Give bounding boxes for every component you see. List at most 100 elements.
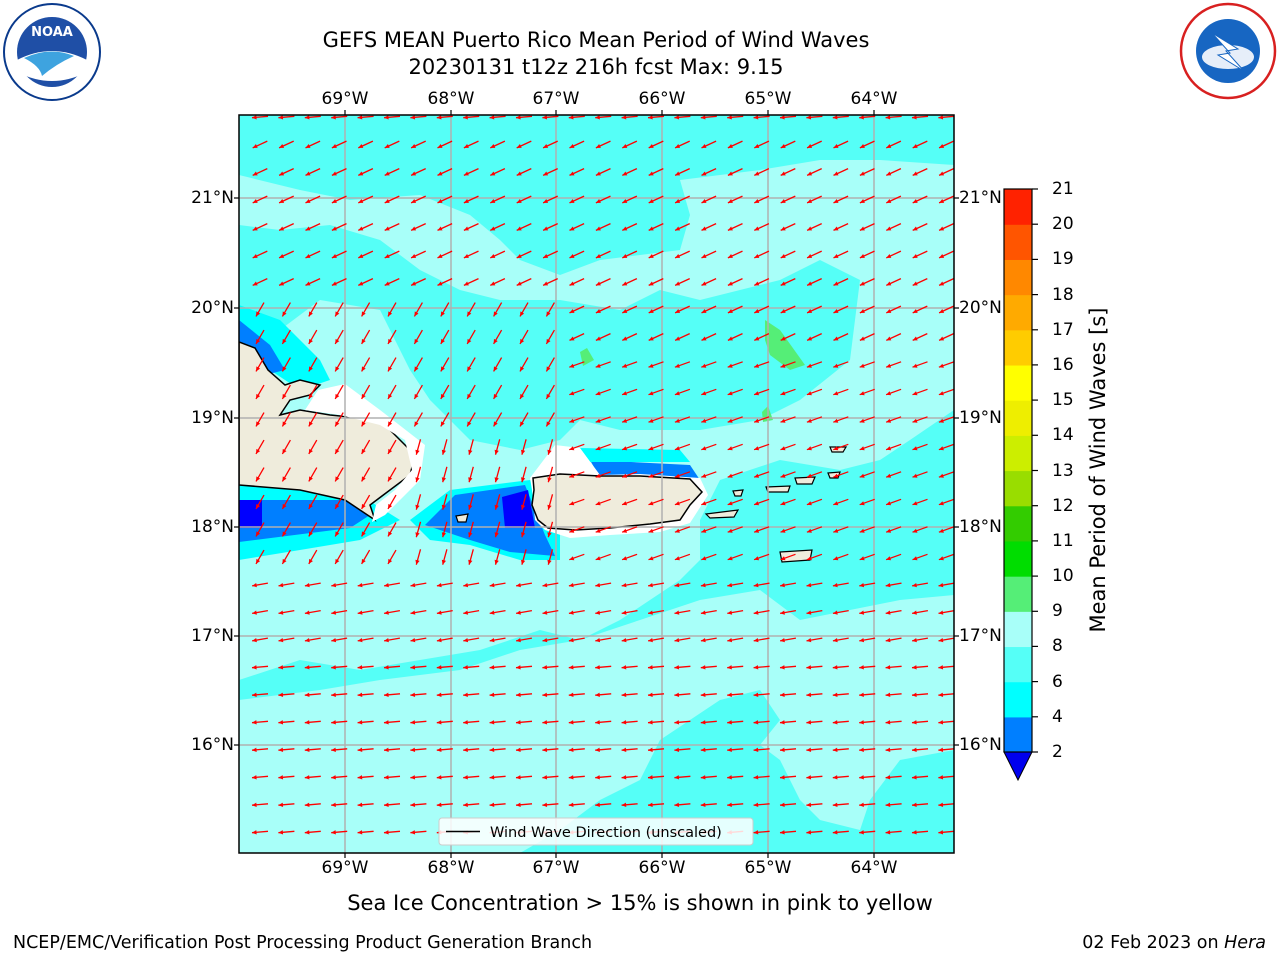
- wind-arrow-head: [859, 501, 865, 506]
- wind-arrow-head: [357, 720, 363, 725]
- wind-arrow-head: [886, 363, 892, 368]
- wind-arrow-head: [493, 311, 498, 317]
- wind-arrow-head: [912, 171, 918, 176]
- wind-arrow-head: [437, 226, 443, 231]
- wind-arrow-head: [621, 610, 627, 615]
- wind-arrow-head: [806, 665, 812, 670]
- wind-arrow-head: [516, 720, 521, 725]
- wind-arrow-head: [886, 281, 892, 286]
- wind-arrow-head: [414, 311, 419, 317]
- wind-arrow-head: [780, 473, 786, 478]
- wind-arrow-head: [361, 503, 366, 509]
- wind-arrow-head: [938, 528, 944, 533]
- wind-arrow-head: [622, 528, 628, 533]
- wind-arrow-head: [358, 226, 364, 231]
- wind-arrow-head: [516, 610, 521, 615]
- wind-arrow-head: [595, 418, 601, 423]
- wind-arrow-head: [410, 802, 416, 807]
- wind-arrow-head: [384, 226, 390, 231]
- wind-arrow-head: [912, 446, 918, 451]
- wind-arrow-head: [912, 144, 918, 148]
- wind-arrow-head: [440, 311, 445, 317]
- wind-arrow-head: [886, 226, 892, 231]
- wind-arrow-head: [520, 311, 525, 317]
- wind-arrow-head: [912, 610, 917, 615]
- wind-arrow-head: [595, 309, 601, 313]
- wind-arrow-head: [521, 532, 526, 538]
- wind-arrow-head: [832, 692, 838, 697]
- colorbar-segment: [1004, 716, 1032, 753]
- wind-arrow-head: [700, 638, 706, 643]
- wind-arrow-head: [832, 830, 838, 835]
- wind-arrow-head: [411, 226, 417, 231]
- wind-arrow-head: [361, 311, 366, 317]
- wind-arrow-head: [357, 775, 363, 780]
- wind-arrow-head: [806, 363, 812, 368]
- wind-arrow-head: [493, 338, 498, 344]
- wind-arrow-head: [305, 171, 311, 176]
- wind-arrow-head: [621, 115, 627, 120]
- wind-arrow-head: [384, 720, 389, 725]
- wind-arrow-head: [938, 363, 944, 368]
- colorbar-tick-label: 17: [1052, 319, 1074, 340]
- wind-arrow-head: [569, 336, 575, 341]
- wind-arrow-head: [278, 747, 284, 752]
- wind-arrow-head: [806, 610, 812, 615]
- wind-arrow-head: [361, 448, 366, 454]
- wind-arrow-head: [516, 115, 521, 120]
- wind-arrow-head: [754, 363, 760, 368]
- lon-label-bottom: 64°W: [850, 858, 898, 878]
- wind-arrow-head: [648, 638, 653, 643]
- colorbar-segment: [1004, 400, 1032, 436]
- wind-arrow-head: [304, 692, 310, 697]
- wind-arrow-head: [727, 692, 732, 697]
- wind-arrow-head: [780, 528, 786, 533]
- wind-arrow-head: [436, 802, 442, 807]
- wind-arrow-head: [358, 281, 364, 286]
- wind-arrow-head: [256, 558, 261, 564]
- colorbar-tick-label: 15: [1052, 390, 1074, 411]
- wind-arrow-head: [568, 802, 574, 807]
- wind-arrow-head: [886, 391, 892, 396]
- wind-arrow-head: [256, 448, 261, 454]
- wind-arrow-head: [384, 199, 390, 203]
- wind-arrow-head: [648, 802, 653, 807]
- wind-arrow-head: [384, 802, 389, 807]
- wind-arrow-head: [700, 775, 706, 780]
- wind-arrow-head: [675, 144, 681, 148]
- colorbar-tick-label: 10: [1052, 566, 1074, 587]
- wind-arrow-head: [912, 226, 918, 231]
- map-canvas: [239, 115, 954, 853]
- wind-arrow-head: [516, 665, 521, 670]
- wind-arrow-head: [753, 638, 759, 643]
- wind-arrow-head: [780, 747, 785, 752]
- noaa-logo-text: NOAA: [31, 25, 73, 40]
- wind-arrow-head: [727, 638, 733, 643]
- wind-arrow-head: [833, 418, 839, 423]
- wind-arrow-head: [335, 421, 340, 427]
- wind-arrow-head: [832, 775, 838, 780]
- wind-arrow-head: [674, 692, 680, 697]
- wind-arrow-head: [411, 199, 417, 203]
- wind-arrow-head: [938, 418, 944, 423]
- wind-arrow-head: [256, 393, 261, 399]
- wind-arrow-head: [595, 720, 600, 725]
- wind-arrow-head: [335, 503, 340, 509]
- wind-arrow-head: [595, 115, 600, 120]
- lon-label-bottom: 66°W: [638, 858, 686, 878]
- wind-arrow-head: [494, 532, 499, 538]
- wind-arrow-head: [282, 311, 287, 317]
- wind-arrow-head: [463, 583, 469, 588]
- wind-arrow-head: [520, 421, 525, 427]
- wind-arrow-head: [912, 638, 917, 643]
- colorbar-tick-label: 13: [1052, 460, 1074, 481]
- wind-arrow-head: [859, 665, 864, 670]
- wind-arrow-head: [436, 610, 442, 615]
- wind-arrow-head: [754, 226, 760, 231]
- wind-arrow-head: [282, 476, 287, 482]
- wind-arrow-head: [516, 171, 522, 176]
- wind-arrow-head: [806, 473, 812, 478]
- wind-arrow-head: [252, 692, 257, 697]
- wind-arrow-head: [806, 720, 812, 725]
- wind-arrow-head: [256, 503, 261, 509]
